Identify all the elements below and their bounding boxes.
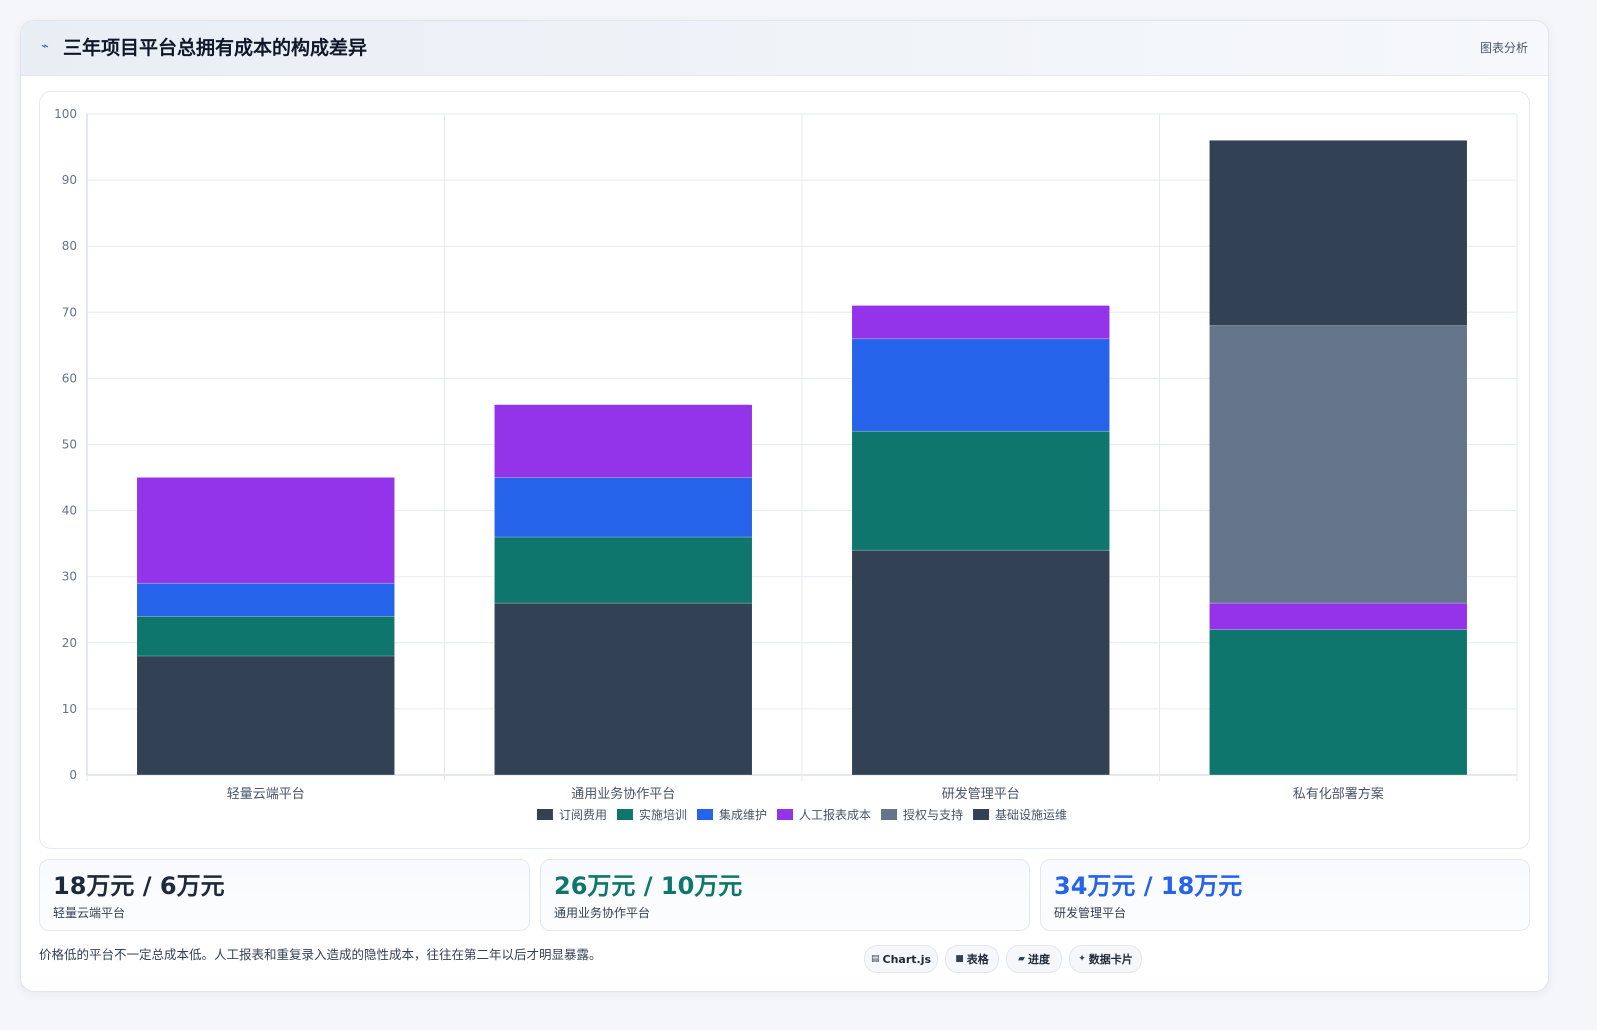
legend-label: 授权与支持 (903, 807, 963, 822)
y-tick-label: 20 (62, 636, 77, 650)
legend-swatch (616, 809, 633, 820)
progress-icon: ▰ (1018, 954, 1025, 964)
legend-label: 基础设施运维 (995, 808, 1067, 822)
y-tick-label: 0 (69, 768, 77, 782)
x-tick-label: 私有化部署方案 (1293, 786, 1384, 802)
bar-cap (494, 404, 752, 409)
x-tick-label: 轻量云端平台 (227, 787, 305, 802)
legend-label: 人工报表成本 (799, 807, 871, 822)
y-tick-label: 100 (54, 107, 77, 121)
stat-value: 18万元 / 6万元 (53, 872, 225, 900)
y-tick-label: 80 (62, 239, 77, 253)
trend-icon: ⌁ (41, 39, 49, 54)
legend-swatch (973, 809, 990, 820)
bar-cap (137, 477, 395, 482)
chip-data-card[interactable]: ✦ 数据卡片 (1069, 945, 1142, 973)
stat-label: 研发管理平台 (1054, 906, 1127, 920)
legend-swatch (777, 809, 793, 820)
stat-label: 通用业务协作平台 (554, 906, 651, 920)
legend-label: 集成维护 (719, 807, 767, 822)
stat-value: 26万元 / 10万元 (554, 872, 743, 900)
bar-segment (137, 656, 395, 775)
chart-analysis-tag: 图表分析 (1479, 41, 1528, 55)
bar-segment (1209, 603, 1467, 630)
x-tick-label: 通用业务协作平台 (571, 786, 675, 802)
stat-label: 轻量云端平台 (53, 906, 126, 920)
bar-segment (1209, 629, 1467, 775)
bar-segment (137, 583, 395, 617)
bar-segment (494, 537, 752, 604)
table-icon: ■ (955, 954, 964, 964)
bar-segment (494, 404, 752, 478)
bar-segment (137, 616, 395, 657)
stat-card-rd-management: 34万元 / 18万元 研发管理平台 (1040, 859, 1530, 931)
stat-card-light-cloud: 18万元 / 6万元 轻量云端平台 (39, 859, 530, 931)
sparkle-icon: ✦ (1078, 954, 1086, 964)
chip-label: 进度 (1027, 953, 1050, 966)
chip-progress[interactable]: ▰ 进度 (1006, 945, 1062, 973)
bar-segment (852, 338, 1110, 432)
y-tick-label: 40 (62, 504, 77, 518)
y-tick-label: 30 (62, 570, 77, 584)
bar-segment (852, 305, 1110, 339)
bar-cap (852, 305, 1110, 310)
card-title: 三年项目平台总拥有成本的构成差异 (63, 37, 368, 59)
chip-label: Chart.js (882, 952, 932, 966)
x-tick-label: 研发管理平台 (942, 786, 1020, 802)
bar-segment (137, 477, 395, 584)
y-tick-label: 90 (62, 173, 77, 187)
chip-label: 表格 (966, 953, 989, 966)
y-tick-label: 10 (62, 702, 77, 716)
bar-segment (494, 477, 752, 538)
y-tick-label: 60 (62, 371, 77, 385)
footnote: 价格低的平台不一定总成本低。人工报表和重复录入造成的隐性成本，往往在第二年以后才… (39, 947, 602, 962)
legend-label: 实施培训 (639, 807, 687, 822)
bar-segment (494, 603, 752, 775)
chart-icon: ▤ (870, 954, 880, 964)
legend-label: 订阅费用 (559, 808, 607, 822)
legend-swatch (696, 809, 713, 820)
legend-swatch (881, 809, 898, 820)
bar-segment (1209, 325, 1467, 604)
legend-swatch (536, 809, 553, 820)
y-tick-label: 70 (62, 305, 77, 319)
y-tick-label: 50 (62, 438, 77, 452)
bar-segment (852, 431, 1110, 551)
bar-cap (1209, 140, 1467, 145)
stat-value: 34万元 / 18万元 (1054, 872, 1243, 900)
stacked-bar-chart: 0 10 20 30 40 50 60 70 80 90 100 轻量云端平台 通用业务协作平台 研发管理… (54, 107, 1518, 822)
chip-label: 数据卡片 (1088, 953, 1133, 966)
bar-segment (1209, 140, 1467, 326)
stat-card-collaboration: 26万元 / 10万元 通用业务协作平台 (540, 859, 1030, 931)
chip-table[interactable]: ■ 表格 (945, 945, 999, 973)
chart-card: ⌁ 三年项目平台总拥有成本的构成差异 图表分析 0 10 20 30 40 50 60 70 8… (20, 20, 1549, 992)
chip-chartjs[interactable]: ▤ Chart.js (864, 945, 938, 973)
bar-segment (852, 550, 1110, 775)
chart-panel: 0 10 20 30 40 50 60 70 80 90 100 轻量云端平台 通用业务协作平台 研发管理… (39, 91, 1530, 849)
card-header: ⌁ 三年项目平台总拥有成本的构成差异 图表分析 (21, 21, 1548, 76)
